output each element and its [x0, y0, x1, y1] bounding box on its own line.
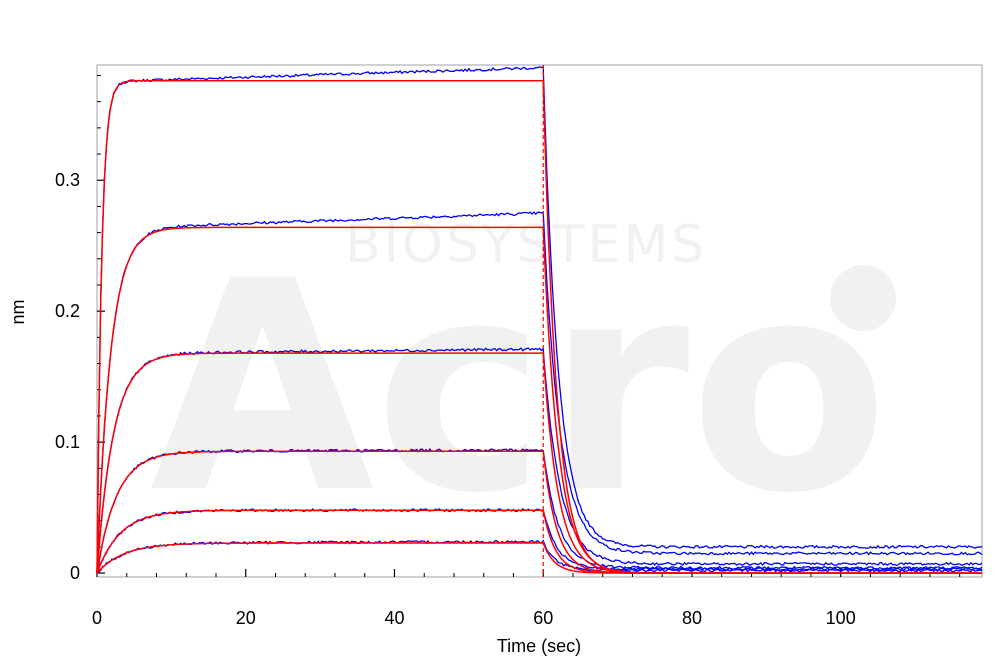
x-tick-label: 20 [236, 608, 256, 628]
x-axis-title: Time (sec) [497, 636, 581, 656]
x-tick-label: 40 [384, 608, 404, 628]
y-tick-label: 0.2 [55, 301, 80, 321]
x-tick-label: 100 [826, 608, 856, 628]
x-tick-label: 60 [533, 608, 553, 628]
watermark-logo-text: Acro [150, 220, 889, 557]
plot-area-frame [96, 64, 983, 578]
fit-curve-6 [96, 542, 982, 574]
y-axis-ticks: 0 0.1 0.2 0.3 [55, 170, 105, 583]
measured-curve-2 [96, 210, 983, 572]
y-tick-label: 0.1 [55, 432, 80, 452]
watermark-logo: BIOSYSTEMS Acro [150, 215, 896, 557]
x-axis-ticks: 0 20 40 60 80 100 [92, 569, 856, 628]
y-axis-title: nm [8, 299, 28, 324]
y-tick-label: 0 [70, 563, 80, 583]
watermark-dot [830, 265, 896, 331]
minor-ticks [97, 74, 961, 577]
x-tick-label: 0 [92, 608, 102, 628]
y-tick-label: 0.3 [55, 170, 80, 190]
measured-curve-1 [96, 65, 983, 573]
watermark-sub-text: BIOSYSTEMS [345, 215, 707, 275]
x-tick-label: 80 [682, 608, 702, 628]
fit-series-group [96, 79, 982, 574]
